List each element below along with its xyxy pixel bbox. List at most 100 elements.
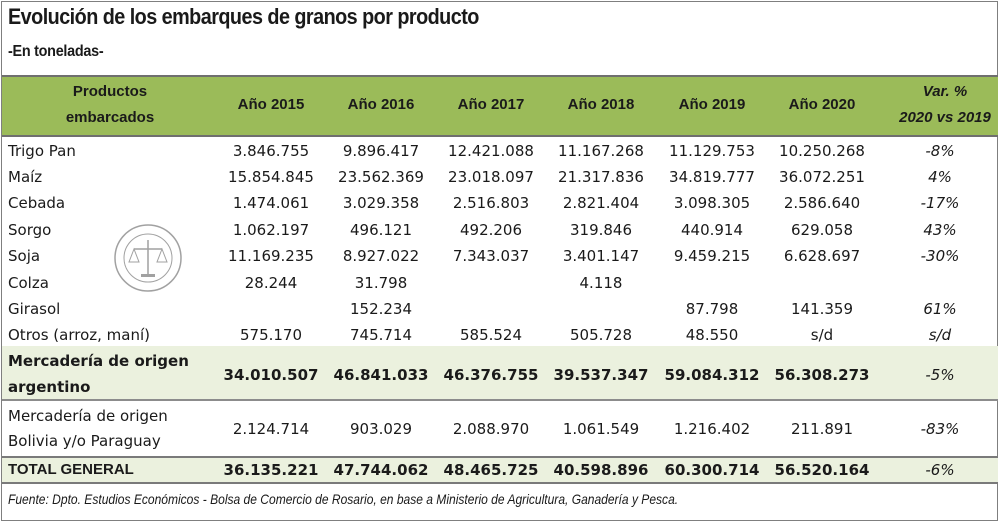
bolsa-seal-icon [114,224,182,292]
row-value-2017: 492.206 [459,221,523,239]
argentine-subtotal-band [2,346,998,401]
row-var-pct: 4% [928,168,952,186]
header-year-2016: Año 2016 [347,96,415,113]
row-value-2019: 11.129.753 [669,142,755,160]
row-label: Otros (arroz, maní) [8,326,150,344]
argentine-value-2018: 39.537.347 [553,366,649,384]
row-label: Girasol [8,300,61,318]
argentine-value-2017: 46.376.755 [443,366,539,384]
row-value-2020: 6.628.697 [783,247,861,265]
row-value-2015: 3.846.755 [232,142,310,160]
row-value-2016: 152.234 [349,300,413,318]
row-var-pct: s/d [928,326,952,344]
row-label: Colza [8,274,49,292]
header-year-2017: Año 2017 [457,96,525,113]
row-label: Trigo Pan [8,142,76,160]
bolivia-value-2017: 2.088.970 [452,420,530,438]
row-value-2020: 36.072.251 [779,168,865,186]
row-value-2017: 2.516.803 [452,194,530,212]
row-value-2018: 3.401.147 [562,247,640,265]
total-value-2020: 56.520.164 [774,461,870,479]
row-value-2019: 9.459.215 [673,247,751,265]
row-label: Soja [8,247,41,265]
bolivia-value-2015: 2.124.714 [232,420,310,438]
row-value-2017: 7.343.037 [452,247,530,265]
row-label: Maíz [8,168,43,186]
row-value-2017: 585.524 [459,326,523,344]
row-label: Sorgo [8,221,52,239]
argentine-value-2020: 56.308.273 [774,366,870,384]
header-year-2020: Año 2020 [788,96,856,113]
total-value-2019: 60.300.714 [664,461,760,479]
row-value-2019: 87.798 [685,300,739,318]
row-value-2018: 505.728 [569,326,633,344]
row-value-2017: 23.018.097 [448,168,534,186]
total-value-2015: 36.135.221 [223,461,319,479]
row-value-2020: 10.250.268 [779,142,865,160]
row-value-2017: 12.421.088 [448,142,534,160]
row-value-2019: 440.914 [680,221,744,239]
total-top-rule [2,456,998,458]
row-value-2016: 8.927.022 [342,247,420,265]
header-row [2,75,998,137]
row-var-pct: -30% [920,247,960,265]
row-value-2015: 575.170 [239,326,303,344]
total-band [2,458,998,482]
row-var-pct: 43% [923,221,957,239]
bolivia-value-2020: 211.891 [790,420,854,438]
header-var-line2: 2020 vs 2019 [899,109,991,126]
row-value-2016: 23.562.369 [338,168,424,186]
row-value-2019: 3.098.305 [673,194,751,212]
argentine-value-2019: 59.084.312 [664,366,760,384]
row-value-2020: 629.058 [790,221,854,239]
header-var-line1: Var. % [922,83,968,100]
row-var-pct: -8% [925,142,955,160]
total-label: TOTAL GENERAL [8,461,134,478]
total-bottom-rule [2,482,998,484]
bolivia-label-line1: Mercadería de origen [8,407,168,425]
total-value-2018: 40.598.896 [553,461,649,479]
argentine-label-line2: argentino [8,378,91,396]
argentine-value-2015: 34.010.507 [223,366,319,384]
row-value-2018: 4.118 [579,274,623,292]
row-value-2019: 34.819.777 [669,168,755,186]
row-value-2020: 2.586.640 [783,194,861,212]
row-value-2018: 2.821.404 [562,194,640,212]
argentine-label-line1: Mercadería de origen [8,352,189,370]
table-subtitle: -En toneladas- [8,43,104,60]
row-value-2019: 48.550 [685,326,739,344]
header-year-2019: Año 2019 [678,96,746,113]
row-value-2016: 496.121 [349,221,413,239]
total-var-pct: -6% [925,461,955,479]
row-value-2015: 28.244 [244,274,298,292]
row-label: Cebada [8,194,66,212]
row-value-2015: 1.474.061 [232,194,310,212]
header-year-2018: Año 2018 [567,96,635,113]
header-year-2015: Año 2015 [237,96,305,113]
row-value-2020: 141.359 [790,300,854,318]
row-value-2015: 1.062.197 [232,221,310,239]
row-value-2016: 745.714 [349,326,413,344]
row-value-2016: 3.029.358 [342,194,420,212]
bolivia-value-2016: 903.029 [349,420,413,438]
bolivia-label-line2: Bolivia y/o Paraguay [8,432,161,450]
row-value-2015: 11.169.235 [228,247,314,265]
row-value-2015: 15.854.845 [228,168,314,186]
row-value-2018: 319.846 [569,221,633,239]
bolivia-value-2018: 1.061.549 [562,420,640,438]
bolivia-var-pct: -83% [920,420,960,438]
row-value-2016: 9.896.417 [342,142,420,160]
row-value-2020: s/d [810,326,834,344]
total-value-2017: 48.465.725 [443,461,539,479]
row-value-2018: 21.317.836 [558,168,644,186]
row-var-pct: 61% [923,300,957,318]
row-var-pct: -17% [920,194,960,212]
table-title: Evolución de los embarques de granos por… [8,4,479,29]
header-products-line2: embarcados [65,109,155,126]
row-value-2018: 11.167.268 [558,142,644,160]
header-products-line1: Productos [72,83,148,100]
total-value-2016: 47.744.062 [333,461,429,479]
source-footnote: Fuente: Dpto. Estudios Económicos - Bols… [8,491,679,507]
bolivia-value-2019: 1.216.402 [673,420,751,438]
